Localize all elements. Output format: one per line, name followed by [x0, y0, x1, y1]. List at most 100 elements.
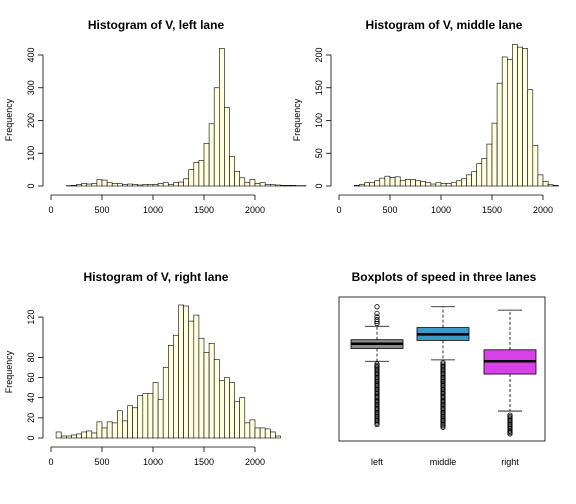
histogram-bar [203, 143, 210, 187]
plot-frame [338, 296, 546, 442]
histogram-bar [249, 179, 256, 187]
histogram-bar [106, 182, 113, 187]
y-tick-label: 0 [26, 183, 36, 188]
histogram-bar [111, 422, 118, 439]
histogram-bar [517, 46, 523, 187]
histogram-bar [132, 407, 139, 439]
histogram-bar [91, 183, 98, 187]
histogram-bar [466, 174, 472, 187]
histogram-bar [522, 48, 528, 187]
histogram-bar [491, 122, 498, 187]
histogram-bar [404, 179, 411, 187]
histogram-bar [249, 419, 256, 439]
histogram-bar [76, 184, 82, 187]
histogram-bar [244, 182, 251, 187]
histogram-bar [111, 183, 118, 187]
histogram-bar [101, 427, 108, 439]
middle-lane-histogram: Histogram of V, middle lane Frequency 0 5… [292, 18, 559, 215]
histogram-bar [96, 421, 103, 439]
chart-title: Histogram of V, right lane [84, 270, 229, 284]
histogram-bar [122, 184, 128, 187]
histogram-bar [147, 184, 154, 187]
histogram-bar [374, 180, 381, 187]
histogram-bar [461, 178, 467, 187]
category-label: left [371, 457, 384, 467]
histogram-bar [157, 399, 164, 439]
histogram-bar [71, 434, 77, 439]
histogram-bar [152, 184, 159, 187]
category-label: right [501, 457, 519, 467]
histogram-bar [219, 48, 225, 187]
histogram-bar [394, 176, 401, 187]
histogram-bar [415, 180, 421, 187]
histogram-bar [117, 183, 123, 187]
y-tick-label: 120 [26, 310, 36, 325]
histogram-bar [244, 422, 251, 439]
y-axis-label: Frequency [292, 98, 302, 141]
x-tick-label: 1000 [143, 457, 163, 467]
histogram-bar [173, 334, 179, 439]
histogram-bar [168, 184, 174, 187]
histogram-bar [193, 314, 200, 439]
histogram-bar [430, 183, 437, 187]
histogram-bar [178, 181, 184, 187]
histogram-bar [234, 170, 241, 187]
histogram-bar [71, 185, 77, 187]
histogram-bar [162, 182, 169, 187]
histogram-bar [60, 435, 67, 439]
left-lane-histogram: Histogram of V, left lane Frequency 0 500… [4, 18, 307, 215]
histogram-bar [254, 183, 261, 187]
histogram-bar [542, 181, 549, 187]
histogram-bar [547, 184, 554, 187]
histogram-bar [445, 183, 452, 187]
histogram-bar [410, 179, 416, 187]
histogram-bar [142, 393, 149, 439]
histogram-bar [259, 182, 266, 187]
histogram-bar [259, 427, 266, 439]
category-label: middle [430, 457, 457, 467]
histogram-bar [173, 182, 179, 187]
histogram-bar [527, 89, 534, 187]
outlier-point [374, 316, 380, 323]
x-tick-label: 1500 [194, 205, 214, 215]
histogram-bar [229, 382, 235, 439]
y-tick-label: 100 [314, 113, 324, 128]
histogram-bar [239, 397, 246, 439]
y-tick-label: 60 [26, 373, 36, 383]
histogram-bar [86, 430, 93, 439]
histogram-bar [552, 185, 559, 187]
y-tick-label: 20 [26, 413, 36, 423]
histogram-bar [91, 432, 98, 439]
boxplot-middle [416, 306, 470, 430]
y-tick-label: 0 [26, 435, 36, 440]
chart-title: Histogram of V, left lane [88, 18, 225, 32]
x-tick-label: 1000 [143, 205, 163, 215]
histogram-bar [476, 163, 483, 187]
outlier-point [440, 424, 446, 430]
histogram-bar [537, 174, 544, 187]
histogram-bar [290, 185, 297, 187]
histogram-bar [369, 182, 376, 187]
chart-title: Boxplots of speed in three lanes [352, 270, 537, 284]
x-tick-label: 2000 [245, 457, 265, 467]
histogram-bar [224, 377, 230, 439]
histogram-bar [198, 160, 205, 187]
histogram-bar [142, 184, 149, 187]
x-tick-label: 1500 [194, 457, 214, 467]
histogram-bar [532, 145, 539, 187]
x-tick-label: 2000 [533, 205, 553, 215]
y-tick-label: 40 [26, 393, 36, 403]
histogram-bar [512, 44, 518, 187]
x-tick-label: 1000 [431, 205, 451, 215]
histogram-bar [152, 382, 159, 439]
histogram-bar [183, 305, 190, 439]
histogram-bar [229, 156, 235, 187]
outlier-point [374, 304, 380, 310]
histogram-bar [168, 344, 174, 439]
boxplot-right [483, 309, 537, 437]
histogram-bar [178, 304, 184, 439]
y-tick-label: 50 [314, 148, 324, 158]
histogram-bar [127, 405, 133, 439]
histogram-bar [183, 178, 190, 187]
histogram-bar [364, 182, 370, 187]
